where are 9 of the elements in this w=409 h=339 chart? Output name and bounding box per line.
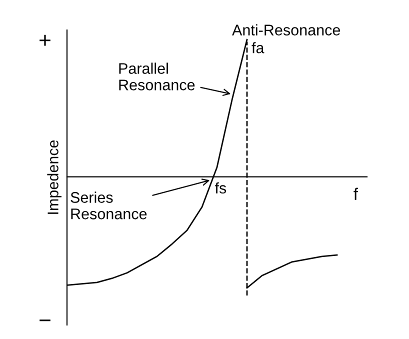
text: Anti-Resonance <box>232 24 340 36</box>
text: − <box>40 320 50 322</box>
x-axis-title: f <box>354 188 358 200</box>
annotation: Series Resonance <box>70 192 147 220</box>
text: fa <box>252 42 264 54</box>
text: + <box>40 34 50 46</box>
annotation: Parallel Resonance <box>119 62 195 90</box>
y-axis-title: Impedence <box>47 140 62 214</box>
annotation: fs <box>214 182 226 194</box>
